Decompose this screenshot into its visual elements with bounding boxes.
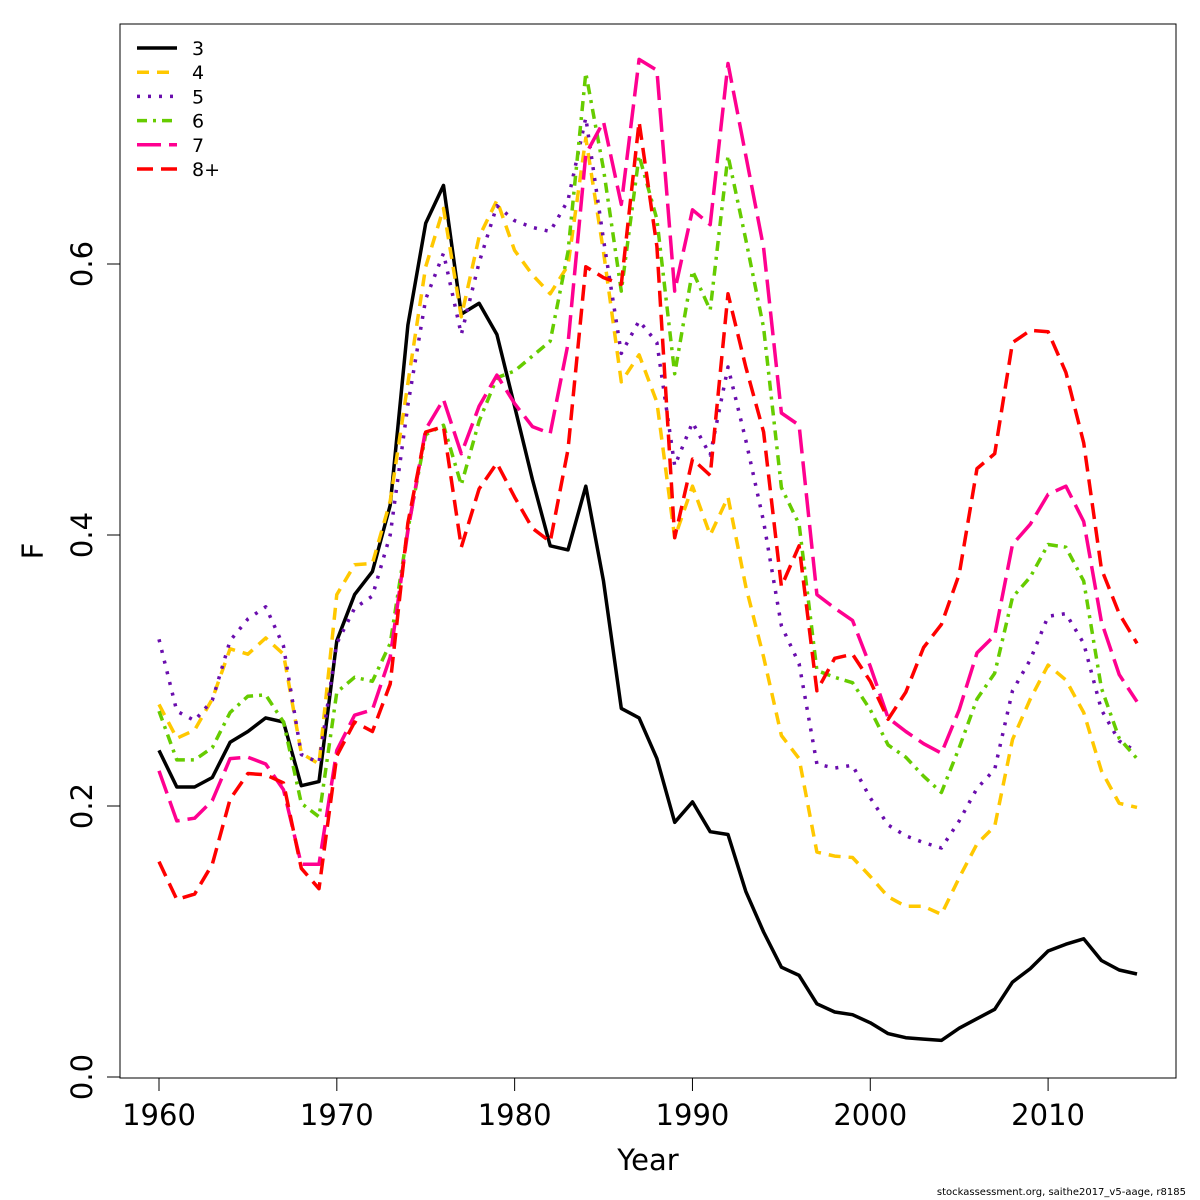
series-line-3 — [157, 183, 1138, 1043]
legend-label: 8+ — [192, 159, 220, 181]
series-line-4 — [157, 136, 1138, 917]
legend: 345 678+ — [137, 38, 220, 181]
series-line-7 — [157, 57, 1139, 867]
y-axis: 0.0 0.2 0.4 0.6 — [65, 241, 121, 1100]
x-tick-label: 2010 — [1011, 1098, 1085, 1132]
y-tick-label: 0.4 — [65, 512, 99, 558]
y-axis-label: F — [16, 543, 50, 560]
x-tick-label: 2000 — [833, 1098, 907, 1132]
legend-label: 7 — [192, 135, 204, 157]
series-layer — [157, 57, 1139, 1043]
legend-label: 5 — [192, 86, 204, 108]
legend-label: 3 — [192, 38, 204, 60]
x-tick-label: 1970 — [300, 1098, 374, 1132]
x-axis: 1960 1970 1980 1990 2000 2010 — [122, 1077, 1085, 1132]
legend-label: 4 — [192, 62, 204, 84]
y-tick-label: 0.6 — [65, 241, 99, 287]
x-tick-label: 1960 — [122, 1098, 196, 1132]
x-tick-label: 1990 — [656, 1098, 730, 1132]
legend-label: 6 — [192, 111, 204, 133]
series-line-8plus — [157, 119, 1139, 902]
footer-note: stockassessment.org, saithe2017_v5-aage,… — [936, 1187, 1186, 1198]
y-tick-label: 0.2 — [65, 783, 99, 829]
x-axis-label: Year — [616, 1143, 678, 1177]
y-tick-label: 0.0 — [65, 1054, 99, 1100]
x-tick-label: 1980 — [478, 1098, 552, 1132]
